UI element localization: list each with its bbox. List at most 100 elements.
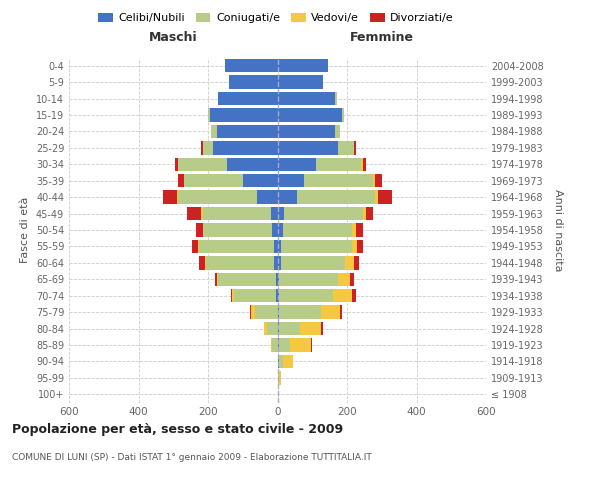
Bar — [274, 240, 277, 253]
Bar — [255, 306, 277, 319]
Bar — [277, 92, 335, 106]
Bar — [338, 272, 350, 286]
Bar — [352, 289, 356, 302]
Bar — [277, 124, 335, 138]
Bar — [279, 306, 321, 319]
Bar — [218, 92, 277, 106]
Bar — [281, 256, 345, 270]
Bar — [217, 272, 218, 286]
Bar — [277, 338, 279, 351]
Bar — [277, 240, 281, 253]
Bar — [196, 224, 203, 236]
Bar — [218, 272, 276, 286]
Bar — [304, 174, 373, 188]
Bar — [277, 256, 281, 270]
Bar — [211, 124, 217, 138]
Bar — [272, 224, 277, 236]
Bar — [177, 190, 178, 204]
Bar — [257, 190, 277, 204]
Bar — [271, 338, 272, 351]
Bar — [251, 306, 255, 319]
Y-axis label: Fasce di età: Fasce di età — [20, 197, 30, 263]
Bar — [178, 158, 227, 171]
Bar — [197, 240, 199, 253]
Bar — [279, 338, 290, 351]
Bar — [345, 256, 354, 270]
Bar — [281, 240, 352, 253]
Bar — [232, 289, 234, 302]
Bar — [276, 272, 277, 286]
Bar — [279, 354, 283, 368]
Text: Femmine: Femmine — [350, 32, 414, 44]
Bar — [277, 174, 304, 188]
Bar — [277, 141, 338, 154]
Bar — [178, 174, 184, 188]
Bar — [203, 207, 271, 220]
Bar — [283, 224, 352, 236]
Bar — [199, 240, 274, 253]
Bar — [316, 158, 361, 171]
Legend: Celibi/Nubili, Coniugati/e, Vedovi/e, Divorziati/e: Celibi/Nubili, Coniugati/e, Vedovi/e, Di… — [94, 8, 458, 28]
Bar — [342, 108, 344, 122]
Bar — [335, 124, 340, 138]
Bar — [243, 174, 277, 188]
Bar — [215, 272, 217, 286]
Bar — [296, 190, 375, 204]
Bar — [213, 141, 277, 154]
Bar — [362, 158, 366, 171]
Bar — [277, 354, 279, 368]
Bar — [277, 306, 279, 319]
Bar — [178, 190, 257, 204]
Bar — [352, 240, 358, 253]
Bar — [199, 256, 205, 270]
Bar — [277, 158, 316, 171]
Bar — [277, 224, 283, 236]
Bar — [290, 338, 311, 351]
Bar — [277, 322, 279, 336]
Bar — [217, 124, 277, 138]
Bar — [311, 338, 312, 351]
Bar — [226, 59, 277, 72]
Y-axis label: Anni di nascita: Anni di nascita — [553, 188, 563, 271]
Bar — [321, 306, 340, 319]
Bar — [184, 174, 243, 188]
Bar — [187, 207, 201, 220]
Bar — [373, 174, 375, 188]
Bar — [274, 256, 277, 270]
Bar — [272, 338, 277, 351]
Bar — [205, 256, 206, 270]
Bar — [203, 224, 272, 236]
Bar — [230, 289, 232, 302]
Bar — [263, 322, 267, 336]
Text: COMUNE DI LUNI (SP) - Dati ISTAT 1° gennaio 2009 - Elaborazione TUTTITALIA.IT: COMUNE DI LUNI (SP) - Dati ISTAT 1° genn… — [12, 452, 372, 462]
Bar — [284, 207, 362, 220]
Bar — [283, 354, 293, 368]
Bar — [354, 141, 356, 154]
Bar — [277, 371, 279, 384]
Bar — [333, 289, 352, 302]
Text: Popolazione per età, sesso e stato civile - 2009: Popolazione per età, sesso e stato civil… — [12, 422, 343, 436]
Bar — [362, 207, 366, 220]
Bar — [276, 289, 277, 302]
Bar — [338, 141, 354, 154]
Bar — [335, 92, 337, 106]
Bar — [300, 322, 321, 336]
Bar — [271, 207, 277, 220]
Bar — [358, 240, 362, 253]
Bar — [356, 224, 362, 236]
Bar — [279, 289, 333, 302]
Bar — [352, 224, 356, 236]
Bar — [201, 141, 203, 154]
Text: Maschi: Maschi — [149, 32, 197, 44]
Bar — [277, 272, 279, 286]
Bar — [354, 256, 359, 270]
Bar — [350, 272, 354, 286]
Bar — [229, 76, 277, 89]
Bar — [378, 190, 392, 204]
Bar — [201, 207, 203, 220]
Bar — [175, 158, 178, 171]
Bar — [193, 240, 197, 253]
Bar — [203, 141, 213, 154]
Bar — [208, 108, 210, 122]
Bar — [277, 289, 279, 302]
